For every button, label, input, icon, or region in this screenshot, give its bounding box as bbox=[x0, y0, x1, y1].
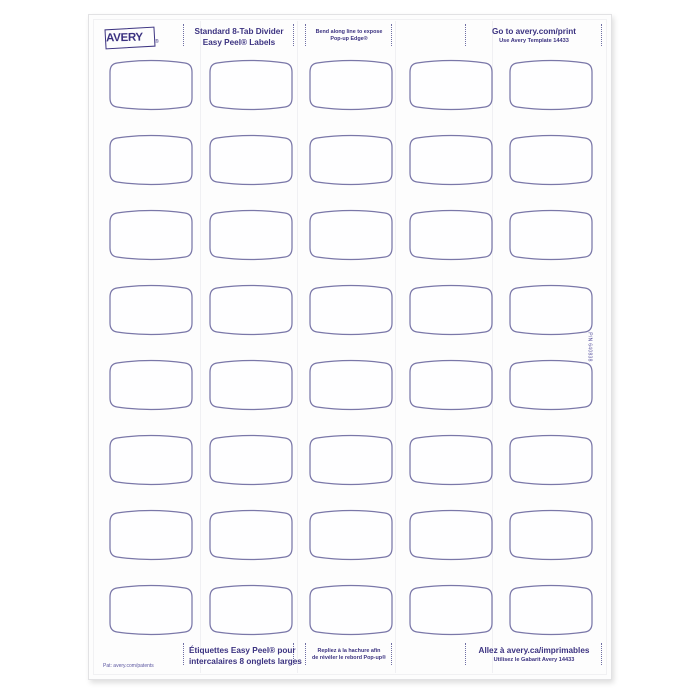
label-row bbox=[107, 134, 595, 186]
label-row bbox=[107, 584, 595, 636]
label-cell[interactable] bbox=[307, 284, 395, 336]
label-cell[interactable] bbox=[307, 59, 395, 111]
label-cell[interactable] bbox=[407, 59, 495, 111]
label-cell[interactable] bbox=[307, 134, 395, 186]
label-cell[interactable] bbox=[107, 59, 195, 111]
label-cell[interactable] bbox=[207, 134, 295, 186]
header-dot-separator-5 bbox=[465, 24, 466, 46]
sheet-title-line-1: Standard 8-Tab Divider bbox=[194, 27, 284, 36]
fold-guide-1 bbox=[200, 21, 201, 673]
label-cell[interactable] bbox=[407, 209, 495, 261]
label-cell[interactable] bbox=[507, 434, 595, 486]
label-cell[interactable] bbox=[407, 284, 495, 336]
label-cell[interactable] bbox=[307, 359, 395, 411]
label-cell[interactable] bbox=[507, 59, 595, 111]
bend-instruction-fr-line-1: Repliez à la hachure afin bbox=[317, 648, 381, 654]
patent-link[interactable]: Pat: avery.com/patents bbox=[103, 663, 154, 669]
bend-instruction-fr: Repliez à la hachure afin de révéler le … bbox=[309, 648, 389, 662]
sheet-title: Standard 8-Tab Divider Easy Peel® Labels bbox=[189, 27, 289, 48]
label-cell[interactable] bbox=[307, 509, 395, 561]
label-cell[interactable] bbox=[107, 359, 195, 411]
label-cell[interactable] bbox=[207, 434, 295, 486]
header-dot-separator-6 bbox=[601, 24, 602, 46]
label-row bbox=[107, 434, 595, 486]
sheet-footer: Étiquettes Easy Peel® pour intercalaires… bbox=[89, 635, 611, 679]
label-row bbox=[107, 59, 595, 111]
label-cell[interactable] bbox=[407, 359, 495, 411]
sheet-title-fr-line-2: intercalaires 8 onglets larges bbox=[189, 656, 302, 666]
fold-guide-4 bbox=[492, 21, 493, 673]
label-cell[interactable] bbox=[507, 209, 595, 261]
print-url-link[interactable]: Go to avery.com/print bbox=[491, 27, 576, 36]
header-dot-separator-4 bbox=[391, 24, 392, 46]
label-cell[interactable] bbox=[307, 434, 395, 486]
fold-guide-2 bbox=[297, 21, 298, 673]
sheet-title-line-2: Easy Peel® Labels bbox=[202, 37, 276, 47]
label-grid bbox=[107, 59, 595, 639]
label-cell[interactable] bbox=[507, 134, 595, 186]
label-cell[interactable] bbox=[107, 434, 195, 486]
footer-dot-separator-6 bbox=[601, 643, 602, 665]
label-cell[interactable] bbox=[507, 584, 595, 636]
footer-dot-separator-1 bbox=[183, 643, 184, 665]
fold-guide-3 bbox=[395, 21, 396, 673]
footer-dot-separator-2 bbox=[293, 643, 294, 665]
bend-instruction: Bend along line to expose Pop-up Edge® bbox=[309, 29, 389, 43]
label-cell[interactable] bbox=[407, 434, 495, 486]
label-row bbox=[107, 284, 595, 336]
label-cell[interactable] bbox=[107, 209, 195, 261]
print-url-link-fr[interactable]: Allez à avery.ca/imprimables bbox=[478, 646, 590, 655]
label-cell[interactable] bbox=[107, 509, 195, 561]
label-cell[interactable] bbox=[307, 209, 395, 261]
sheet-title-fr-line-1: Étiquettes Easy Peel® pour bbox=[189, 646, 296, 655]
label-cell[interactable] bbox=[307, 584, 395, 636]
footer-dot-separator-3 bbox=[305, 643, 306, 665]
label-cell[interactable] bbox=[107, 134, 195, 186]
print-url-block: Go to avery.com/print Use Avery Template… bbox=[469, 27, 599, 45]
label-cell[interactable] bbox=[207, 584, 295, 636]
part-number-label: P/N 640838 bbox=[586, 332, 593, 362]
bend-instruction-line-1: Bend along line to expose bbox=[315, 29, 383, 35]
label-cell[interactable] bbox=[207, 209, 295, 261]
label-cell[interactable] bbox=[107, 284, 195, 336]
header-dot-separator-1 bbox=[183, 24, 184, 46]
print-url-block-fr: Allez à avery.ca/imprimables Utilisez le… bbox=[469, 646, 599, 664]
bend-instruction-line-2: Pop-up Edge® bbox=[330, 35, 368, 42]
label-cell[interactable] bbox=[407, 584, 495, 636]
avery-logo: AVERY ® bbox=[103, 26, 163, 51]
label-cell[interactable] bbox=[207, 284, 295, 336]
label-cell[interactable] bbox=[207, 359, 295, 411]
label-row bbox=[107, 209, 595, 261]
label-cell[interactable] bbox=[207, 509, 295, 561]
header-dot-separator-3 bbox=[305, 24, 306, 46]
label-cell[interactable] bbox=[507, 509, 595, 561]
label-sheet: AVERY ® Standard 8-Tab Divider Easy Peel… bbox=[88, 14, 612, 680]
label-cell[interactable] bbox=[107, 584, 195, 636]
label-cell[interactable] bbox=[207, 59, 295, 111]
header-dot-separator-2 bbox=[293, 24, 294, 46]
label-row bbox=[107, 509, 595, 561]
label-cell[interactable] bbox=[407, 509, 495, 561]
template-note: Use Avery Template 14433 bbox=[499, 37, 569, 44]
sheet-title-fr: Étiquettes Easy Peel® pour intercalaires… bbox=[189, 646, 302, 667]
bend-instruction-fr-line-2: de révéler le rebord Pop-up® bbox=[311, 654, 387, 661]
template-note-fr: Utilisez le Gabarit Avery 14433 bbox=[493, 656, 575, 663]
label-row bbox=[107, 359, 595, 411]
avery-logo-wordmark: AVERY bbox=[105, 31, 143, 45]
avery-logo-registered-mark: ® bbox=[155, 39, 159, 45]
footer-dot-separator-5 bbox=[465, 643, 466, 665]
label-cell[interactable] bbox=[407, 134, 495, 186]
label-cell[interactable] bbox=[507, 284, 595, 336]
footer-dot-separator-4 bbox=[391, 643, 392, 665]
sheet-header: AVERY ® Standard 8-Tab Divider Easy Peel… bbox=[89, 15, 611, 55]
label-cell[interactable] bbox=[507, 359, 595, 411]
